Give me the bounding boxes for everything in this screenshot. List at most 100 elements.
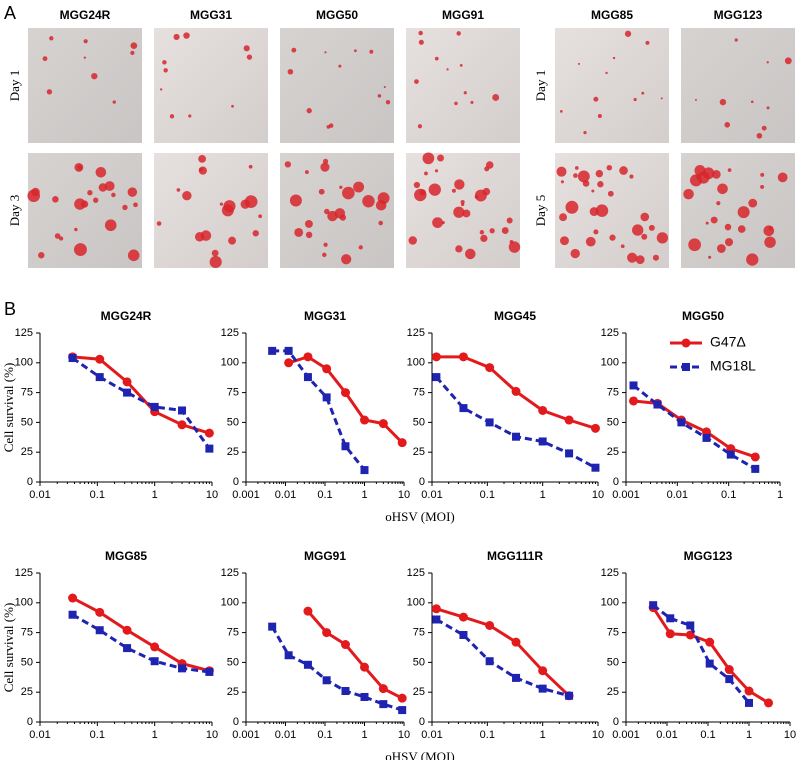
cell-cluster [595, 169, 604, 178]
cell-cluster [294, 228, 304, 237]
cell-cluster [734, 38, 738, 42]
marker [459, 630, 468, 639]
y-tick-label: 100 [601, 357, 619, 369]
cell-cluster [413, 181, 421, 189]
y-tick-label: 125 [15, 327, 33, 339]
marker [360, 692, 369, 701]
column-label: MGG123 [714, 8, 763, 22]
cell-cluster [287, 68, 294, 75]
y-tick-label: 0 [27, 716, 33, 728]
y-tick-label: 75 [413, 627, 425, 639]
x-tick-label: 10 [784, 729, 796, 741]
cell-cluster [485, 161, 494, 169]
cell-cluster [228, 236, 237, 245]
marker [726, 450, 735, 459]
cell-cluster [470, 100, 474, 104]
cell-cluster [652, 254, 660, 261]
cell-cluster [369, 49, 374, 54]
cell-cluster [111, 192, 116, 198]
cell-cluster [173, 33, 180, 41]
marker [511, 637, 521, 647]
cell-cluster [231, 104, 234, 108]
x-tick-label: 1 [540, 489, 546, 501]
cell-cluster [777, 172, 788, 183]
cell-cluster [339, 185, 343, 189]
cell-cluster [243, 45, 250, 52]
cell-cluster [104, 219, 117, 232]
cell-cluster [583, 130, 587, 135]
legend-label: G47Δ [710, 334, 746, 350]
cell-cluster [54, 233, 61, 239]
series-line [306, 610, 403, 700]
cell-cluster [746, 253, 759, 266]
x-tick-label: 10 [592, 729, 604, 741]
marker [764, 698, 774, 708]
marker [303, 660, 312, 669]
series-line [435, 607, 571, 697]
cell-cluster [624, 30, 632, 37]
marker [744, 686, 754, 696]
column-label: MGG85 [591, 8, 633, 22]
marker [150, 642, 160, 652]
marker [666, 614, 675, 623]
cell-cluster [607, 190, 614, 197]
cell-cluster [198, 154, 207, 163]
cell-cluster [456, 31, 461, 36]
y-tick-label: 100 [15, 597, 33, 609]
micrograph [555, 28, 669, 143]
x-tick-label: 0.1 [480, 729, 495, 741]
marker [178, 406, 187, 415]
marker [95, 373, 104, 382]
series-line [272, 349, 366, 472]
cell-cluster [606, 164, 613, 171]
cell-cluster [508, 241, 521, 253]
cell-cluster [756, 132, 763, 139]
cell-cluster [593, 96, 599, 102]
cell-cluster [49, 36, 54, 41]
y-tick-label: 25 [607, 446, 619, 458]
cell-cluster [574, 166, 579, 170]
micrograph [681, 28, 795, 143]
y-tick-label: 125 [407, 567, 425, 579]
x-tick-label: 0.01 [656, 729, 677, 741]
marker [724, 665, 734, 675]
cell-cluster [645, 40, 650, 45]
cell-cluster [127, 249, 140, 262]
cell-cluster [284, 161, 292, 168]
cell-cluster [418, 30, 423, 36]
marker [751, 464, 760, 473]
y-tick-label: 50 [21, 656, 33, 668]
x-tick-label: 10 [206, 729, 218, 741]
x-tick-label: 1 [152, 729, 158, 741]
cell-cluster [434, 56, 439, 61]
marker [95, 626, 104, 635]
chart-title: MGG111R [487, 549, 543, 563]
y-tick-label: 75 [21, 387, 33, 399]
micrograph [406, 28, 520, 143]
y-tick-label: 125 [15, 567, 33, 579]
marker [122, 377, 132, 387]
cell-cluster [577, 170, 590, 183]
marker [378, 419, 388, 429]
cell-cluster [559, 213, 568, 222]
cell-cluster [748, 198, 758, 208]
cell-cluster [83, 39, 88, 44]
marker [397, 693, 407, 703]
panel-label: A [4, 3, 16, 23]
y-tick-label: 0 [419, 716, 425, 728]
y-tick-label: 50 [413, 416, 425, 428]
cell-cluster [91, 72, 98, 80]
marker [565, 449, 574, 458]
marker [177, 420, 187, 430]
cell-cluster [324, 208, 330, 215]
cell-cluster [591, 189, 595, 193]
cell-cluster [573, 173, 578, 178]
cell-cluster [766, 61, 769, 64]
cell-cluster [362, 195, 375, 208]
cell-cluster [492, 94, 500, 101]
cell-cluster [414, 79, 419, 84]
cell-cluster [338, 64, 342, 68]
cell-cluster [219, 202, 224, 206]
y-tick-label: 0 [419, 476, 425, 488]
cell-cluster [465, 248, 476, 260]
